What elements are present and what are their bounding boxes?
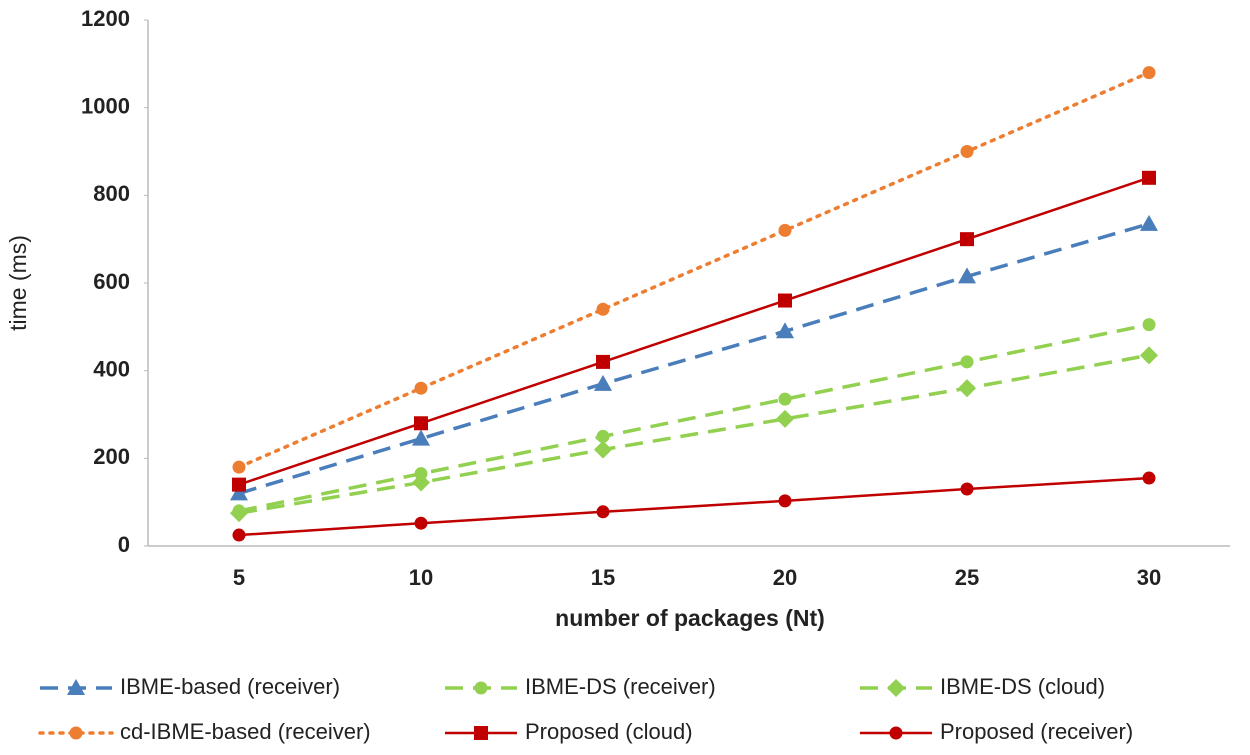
data-point [960,145,974,158]
y-tick-label: 800 [93,181,130,206]
series-line [238,176,1150,486]
data-point [958,267,976,284]
legend-marker [474,681,488,695]
y-tick-label: 1200 [81,6,130,31]
data-point [414,381,428,395]
data-point [1142,170,1156,185]
legend-marker [887,679,905,697]
data-point [232,528,246,542]
y-tick-label: 200 [93,444,130,469]
x-tick-label: 25 [955,565,979,590]
y-tick-label: 600 [93,269,130,294]
legend-label: IBME-based (receiver) [120,674,340,699]
legend-label: IBME-DS (cloud) [940,674,1105,699]
x-tick-label: 10 [409,565,433,590]
legend-label: cd-IBME-based (receiver) [120,719,371,744]
data-point [1142,471,1156,485]
legend-marker [474,726,488,740]
y-axis-title: time (ms) [5,235,31,331]
data-point [596,505,610,519]
data-point [414,416,428,431]
data-point [960,355,974,369]
data-point [230,484,248,501]
data-point [776,322,794,339]
y-tick-label: 400 [93,356,130,381]
data-point [1140,346,1158,365]
legend-marker [69,726,83,740]
legend-marker [67,679,85,695]
x-tick-label: 5 [233,565,245,590]
data-point [776,409,794,428]
data-point [1142,318,1156,332]
data-point [414,516,428,530]
data-point [778,223,792,237]
data-point [594,374,612,391]
series-line [238,353,1150,515]
y-tick-label: 0 [118,532,130,557]
series-line [238,476,1150,537]
data-point [412,473,430,492]
data-point [596,429,610,443]
legend-marker [889,726,903,740]
data-point [778,293,792,308]
legend-label: Proposed (cloud) [525,719,693,744]
x-tick-label: 15 [591,565,615,590]
data-point [778,392,792,406]
data-point [230,504,248,523]
data-point [412,429,430,446]
x-axis-title: number of packages (Nt) [555,605,825,631]
data-point [1142,66,1156,80]
legend-label: IBME-DS (receiver) [525,674,716,699]
data-point [960,482,974,496]
data-point [958,379,976,398]
data-point [594,440,612,459]
data-point [960,232,974,247]
series-line [238,322,1150,513]
y-tick-label: 1000 [81,93,130,118]
series-line [237,70,1151,469]
data-point [596,354,610,369]
data-point [596,302,610,316]
x-tick-label: 30 [1137,565,1161,590]
data-point [1140,214,1158,231]
data-point [778,494,792,508]
data-point [232,460,246,474]
data-point [232,477,246,492]
legend-label: Proposed (receiver) [940,719,1133,744]
x-tick-label: 20 [773,565,797,590]
series-line [238,222,1150,496]
